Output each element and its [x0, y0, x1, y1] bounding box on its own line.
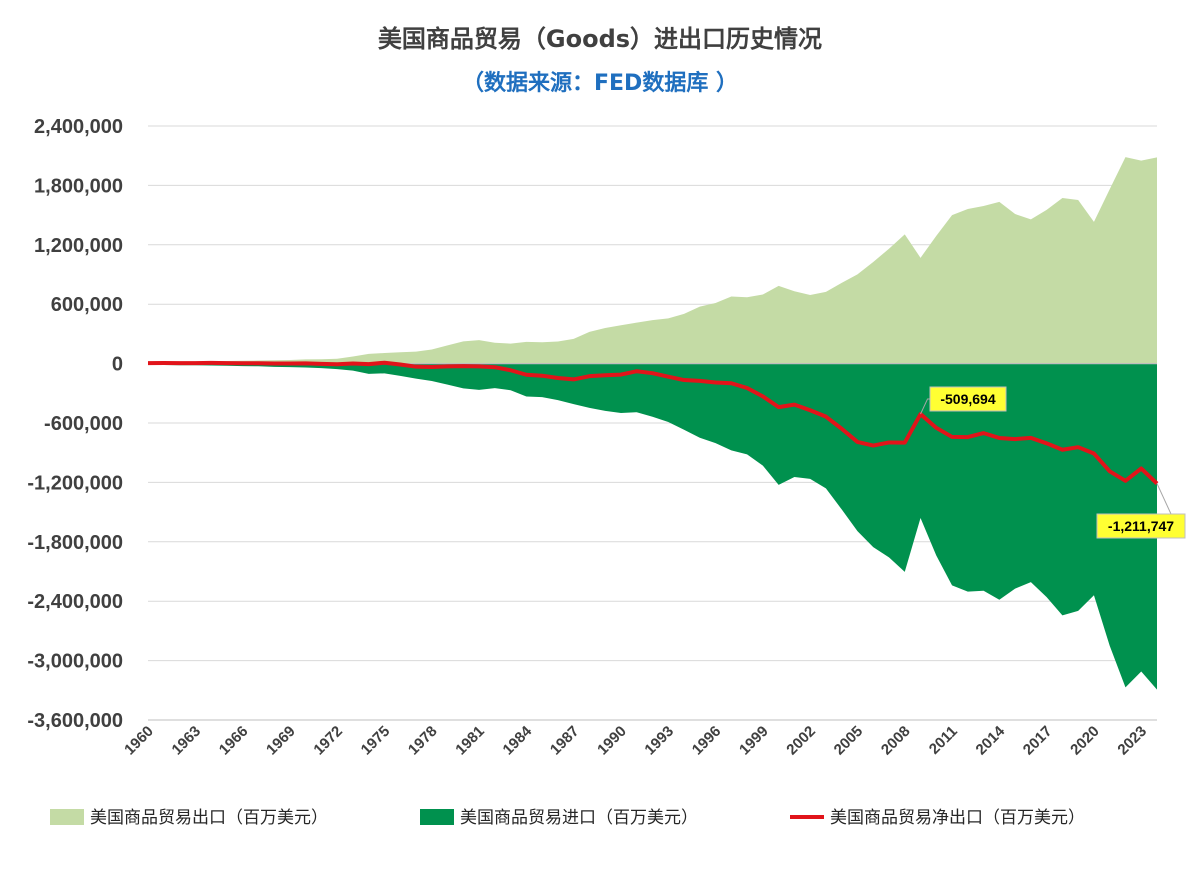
- legend-label: 美国商品贸易净出口（百万美元）: [830, 808, 1085, 828]
- area-series-layer: [148, 157, 1157, 690]
- callout-label: -509,694: [940, 391, 995, 407]
- chart-title: 美国商品贸易（Goods）进出口历史情况: [378, 25, 822, 53]
- legend-swatch: [420, 809, 454, 825]
- y-tick-label: -2,400,000: [27, 591, 123, 613]
- y-tick-label: -3,600,000: [27, 710, 123, 732]
- y-tick-label: 1,200,000: [34, 235, 123, 257]
- legend-item: 美国商品贸易出口（百万美元）: [50, 808, 328, 828]
- y-tick-label: -600,000: [44, 413, 123, 435]
- y-tick-label: 2,400,000: [34, 116, 123, 138]
- y-tick-label: 1,800,000: [34, 175, 123, 197]
- y-tick-label: -1,200,000: [27, 472, 123, 494]
- legend-label: 美国商品贸易进口（百万美元）: [460, 808, 698, 828]
- callout-leader: [920, 398, 930, 415]
- net-export-line: [147, 360, 1159, 486]
- annotations: -509,694 -1,211,747: [920, 386, 1186, 539]
- legend-item: 美国商品贸易进口（百万美元）: [420, 808, 698, 828]
- callout-1: -1,211,747: [1096, 483, 1186, 539]
- callout-box: [929, 386, 1007, 412]
- legend: 美国商品贸易出口（百万美元） 美国商品贸易进口（百万美元） 美国商品贸易净出口（百万…: [50, 808, 1085, 828]
- callout-label: -1,211,747: [1108, 518, 1174, 534]
- y-tick-label: 600,000: [51, 294, 123, 316]
- y-tick-label: -3,000,000: [27, 651, 123, 673]
- callout-leader: [1156, 483, 1172, 515]
- callout-0: -509,694: [920, 386, 1007, 415]
- imports-area: [148, 363, 1157, 690]
- exports-area: [148, 157, 1157, 364]
- legend-label: 美国商品贸易出口（百万美元）: [90, 808, 328, 828]
- callout-box: [1096, 513, 1186, 539]
- chart-subtitle: （数据来源：FED数据库 ）: [462, 70, 738, 96]
- legend-item: 美国商品贸易净出口（百万美元）: [790, 808, 1085, 828]
- y-tick-label: -1,800,000: [27, 532, 123, 554]
- y-tick-label: 0: [112, 354, 123, 376]
- legend-swatch: [50, 809, 84, 825]
- line-series-layer: [147, 360, 1159, 486]
